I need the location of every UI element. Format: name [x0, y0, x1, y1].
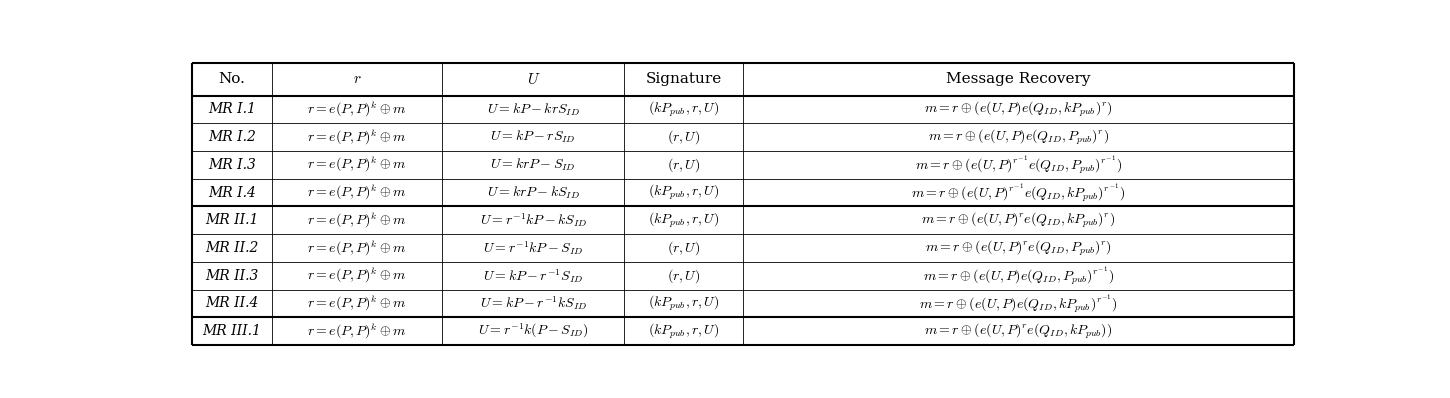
Text: $m = r \oplus (e(U,P)^re(Q_{ID}, kP_{pub}))$: $m = r \oplus (e(U,P)^re(Q_{ID}, kP_{pub… [924, 322, 1112, 341]
Text: $r$: $r$ [352, 72, 361, 86]
Text: $(r,U)$: $(r,U)$ [667, 128, 700, 146]
Text: $m = r \oplus (e(U,P)e(Q_{ID}, P_{pub})^{r^{-1}})$: $m = r \oplus (e(U,P)e(Q_{ID}, P_{pub})^… [922, 264, 1114, 287]
Text: $m = r \oplus (e(U,P)e(Q_{ID}, kP_{pub})^{r^{-1}})$: $m = r \oplus (e(U,P)e(Q_{ID}, kP_{pub})… [919, 292, 1118, 315]
Text: $r = e(P,P)^k \oplus m$: $r = e(P,P)^k \oplus m$ [307, 100, 407, 119]
Text: Signature: Signature [645, 72, 722, 86]
Text: $U = krP - kS_{ID}$: $U = krP - kS_{ID}$ [487, 184, 580, 201]
Text: $r = e(P,P)^k \oplus m$: $r = e(P,P)^k \oplus m$ [307, 155, 407, 174]
Text: MR I.2: MR I.2 [209, 130, 257, 144]
Text: $(kP_{pub},r,U)$: $(kP_{pub},r,U)$ [648, 294, 719, 313]
Text: $r = e(P,P)^k \oplus m$: $r = e(P,P)^k \oplus m$ [307, 238, 407, 258]
Text: $U = krP - S_{ID}$: $U = krP - S_{ID}$ [490, 157, 576, 173]
Text: $r = e(P,P)^k \oplus m$: $r = e(P,P)^k \oplus m$ [307, 266, 407, 285]
Text: $U = kP - r^{-1}S_{ID}$: $U = kP - r^{-1}S_{ID}$ [483, 267, 583, 285]
Text: $U = r^{-1}kP - S_{ID}$: $U = r^{-1}kP - S_{ID}$ [483, 239, 583, 257]
Text: $(kP_{pub},r,U)$: $(kP_{pub},r,U)$ [648, 211, 719, 230]
Text: $U = r^{-1}k(P - S_{ID})$: $U = r^{-1}k(P - S_{ID})$ [478, 322, 589, 340]
Text: $m = r \oplus (e(U,P)^{r^{-1}}e(Q_{ID}, kP_{pub})^{r^{-1}})$: $m = r \oplus (e(U,P)^{r^{-1}}e(Q_{ID}, … [911, 181, 1125, 204]
Text: $U$: $U$ [526, 72, 539, 87]
Text: MR II.4: MR II.4 [206, 297, 258, 310]
Text: MR II.1: MR II.1 [206, 213, 258, 227]
Text: $m = r \oplus (e(U,P)^re(Q_{ID}, P_{pub})^r)$: $m = r \oplus (e(U,P)^re(Q_{ID}, P_{pub}… [925, 238, 1112, 258]
Text: $r = e(P,P)^k \oplus m$: $r = e(P,P)^k \oplus m$ [307, 211, 407, 230]
Text: $U = kP - r^{-1}kS_{ID}$: $U = kP - r^{-1}kS_{ID}$ [480, 295, 587, 312]
Text: $m = r \oplus (e(U,P)^re(Q_{ID}, kP_{pub})^r)$: $m = r \oplus (e(U,P)^re(Q_{ID}, kP_{pub… [921, 211, 1115, 230]
Text: $r = e(P,P)^k \oplus m$: $r = e(P,P)^k \oplus m$ [307, 322, 407, 341]
Text: $U = kP - rS_{ID}$: $U = kP - rS_{ID}$ [490, 129, 576, 145]
Text: $r = e(P,P)^k \oplus m$: $r = e(P,P)^k \oplus m$ [307, 294, 407, 313]
Text: $r = e(P,P)^k \oplus m$: $r = e(P,P)^k \oplus m$ [307, 127, 407, 146]
Text: MR I.4: MR I.4 [209, 185, 257, 199]
Text: MR III.1: MR III.1 [203, 324, 261, 338]
Text: $m = r \oplus (e(U,P)^{r^{-1}}e(Q_{ID}, P_{pub})^{r^{-1}})$: $m = r \oplus (e(U,P)^{r^{-1}}e(Q_{ID}, … [915, 153, 1122, 176]
Text: MR I.3: MR I.3 [209, 158, 257, 172]
Text: $m = r \oplus (e(U,P)e(Q_{ID}, P_{pub})^r)$: $m = r \oplus (e(U,P)e(Q_{ID}, P_{pub})^… [928, 127, 1109, 147]
Text: No.: No. [219, 72, 245, 86]
Text: $(kP_{pub},r,U)$: $(kP_{pub},r,U)$ [648, 100, 719, 119]
Text: $U = kP - krS_{ID}$: $U = kP - krS_{ID}$ [487, 101, 580, 117]
Text: $r = e(P,P)^k \oplus m$: $r = e(P,P)^k \oplus m$ [307, 183, 407, 202]
Text: $(r,U)$: $(r,U)$ [667, 239, 700, 257]
Text: $U = r^{-1}kP - kS_{ID}$: $U = r^{-1}kP - kS_{ID}$ [480, 211, 587, 229]
Text: $(r,U)$: $(r,U)$ [667, 267, 700, 285]
Text: $(r,U)$: $(r,U)$ [667, 156, 700, 174]
Text: $m = r \oplus (e(U,P)e(Q_{ID}, kP_{pub})^r)$: $m = r \oplus (e(U,P)e(Q_{ID}, kP_{pub})… [924, 100, 1112, 119]
Text: $(kP_{pub},r,U)$: $(kP_{pub},r,U)$ [648, 322, 719, 341]
Text: MR I.1: MR I.1 [209, 102, 257, 116]
Text: MR II.2: MR II.2 [206, 241, 258, 255]
Text: Message Recovery: Message Recovery [947, 72, 1090, 86]
Text: MR II.3: MR II.3 [206, 269, 258, 283]
Text: $(kP_{pub},r,U)$: $(kP_{pub},r,U)$ [648, 183, 719, 202]
